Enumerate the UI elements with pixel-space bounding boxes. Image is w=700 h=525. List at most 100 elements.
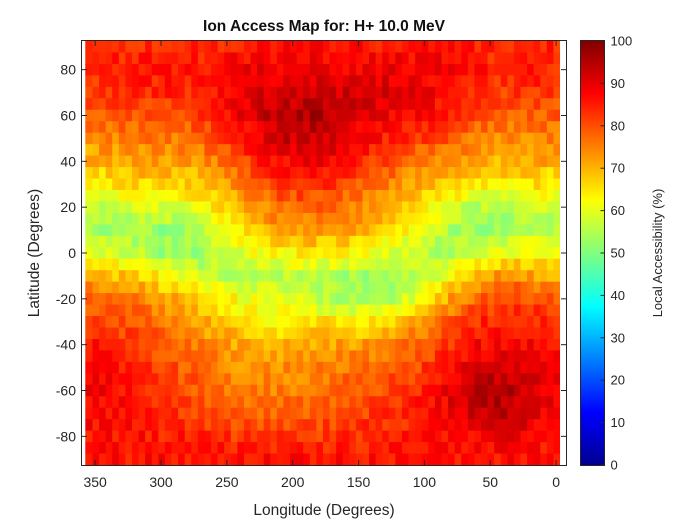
heatmap-cell xyxy=(164,63,172,76)
y-tick-label: -20 xyxy=(56,291,76,307)
heatmap-cell xyxy=(164,430,172,443)
heatmap-cell xyxy=(454,167,462,180)
heatmap-cell xyxy=(486,212,495,225)
heatmap-cell xyxy=(91,189,100,203)
heatmap-cell xyxy=(480,189,488,203)
heatmap-cell xyxy=(85,144,93,157)
heatmap-cell xyxy=(460,316,468,329)
heatmap-cell xyxy=(184,442,192,455)
heatmap-cell xyxy=(355,453,363,466)
heatmap-cell xyxy=(105,258,113,271)
heatmap-cell xyxy=(177,338,185,352)
heatmap-cell xyxy=(124,327,132,340)
heatmap-cell xyxy=(506,132,514,145)
heatmap-cell xyxy=(197,247,205,260)
heatmap-cell xyxy=(289,224,297,237)
heatmap-cell xyxy=(236,224,244,237)
heatmap-cell xyxy=(203,144,212,157)
heatmap-cell xyxy=(124,189,132,203)
heatmap-cell xyxy=(236,453,244,466)
heatmap-cell xyxy=(151,201,159,214)
heatmap-cell xyxy=(98,224,106,237)
heatmap-cell xyxy=(223,41,231,54)
heatmap-cell xyxy=(381,442,389,455)
heatmap-cell xyxy=(480,442,488,455)
heatmap-cell xyxy=(190,109,198,122)
heatmap-cell xyxy=(296,373,304,386)
heatmap-cell xyxy=(184,361,192,374)
heatmap-cell xyxy=(203,270,212,283)
heatmap-cell xyxy=(513,98,521,111)
heatmap-cell xyxy=(269,430,277,443)
heatmap-cell xyxy=(315,75,323,88)
heatmap-cell xyxy=(322,419,330,432)
heatmap-cell xyxy=(184,327,192,340)
heatmap-cell xyxy=(296,281,304,294)
heatmap-cell xyxy=(440,86,449,99)
heatmap-cell xyxy=(355,419,363,432)
heatmap-cell xyxy=(177,373,185,386)
heatmap-cell xyxy=(263,316,271,329)
heatmap-cell xyxy=(91,430,100,443)
heatmap-cell xyxy=(144,178,152,191)
heatmap-cell xyxy=(546,270,554,283)
heatmap-cell xyxy=(407,304,416,317)
heatmap-cell xyxy=(322,224,330,237)
heatmap-cell xyxy=(434,453,442,466)
heatmap-cell xyxy=(164,212,172,225)
heatmap-cell xyxy=(269,281,277,294)
heatmap-cell xyxy=(91,350,100,363)
heatmap-cell xyxy=(111,41,119,54)
heatmap-cell xyxy=(98,132,106,145)
heatmap-cell xyxy=(486,144,495,157)
heatmap-cell xyxy=(269,98,277,111)
heatmap-cell xyxy=(177,75,185,88)
heatmap-cell xyxy=(533,316,541,329)
heatmap-cell xyxy=(177,327,185,340)
heatmap-cell xyxy=(256,453,264,466)
heatmap-cell xyxy=(309,407,317,420)
heatmap-cell xyxy=(249,155,258,168)
heatmap-cell xyxy=(203,86,212,99)
heatmap-cell xyxy=(368,281,376,294)
heatmap-cell xyxy=(454,361,462,374)
heatmap-cell xyxy=(539,201,547,214)
heatmap-cell xyxy=(388,109,396,122)
heatmap-cell xyxy=(282,258,291,271)
heatmap-cell xyxy=(243,235,251,248)
heatmap-cell xyxy=(256,109,264,122)
heatmap-cell xyxy=(157,430,165,443)
heatmap-cell xyxy=(506,178,514,191)
heatmap-cell xyxy=(506,350,514,363)
heatmap-cell xyxy=(243,212,251,225)
heatmap-cell xyxy=(348,121,356,134)
heatmap-cell xyxy=(513,442,521,455)
heatmap-cell xyxy=(131,442,139,455)
heatmap-cell xyxy=(434,430,442,443)
heatmap-cell xyxy=(486,167,495,180)
heatmap-cell xyxy=(197,144,205,157)
heatmap-cell xyxy=(105,281,113,294)
heatmap-cell xyxy=(381,109,389,122)
heatmap-cell xyxy=(137,270,146,283)
heatmap-cell xyxy=(118,63,126,76)
heatmap-cell xyxy=(407,121,416,134)
heatmap-cell xyxy=(177,304,185,317)
heatmap-cell xyxy=(427,63,435,76)
heatmap-cell xyxy=(493,304,501,317)
heatmap-cell xyxy=(144,396,152,409)
heatmap-cell xyxy=(210,373,218,386)
heatmap-cell xyxy=(493,212,501,225)
heatmap-cell xyxy=(230,419,238,432)
heatmap-cell xyxy=(381,98,389,111)
heatmap-cell xyxy=(500,453,508,466)
heatmap-cell xyxy=(249,167,258,180)
heatmap-cell xyxy=(394,316,402,329)
heatmap-cell xyxy=(335,407,343,420)
heatmap-cell xyxy=(348,98,356,111)
heatmap-cell xyxy=(105,430,113,443)
heatmap-cell xyxy=(519,167,528,180)
heatmap-cell xyxy=(407,178,416,191)
heatmap-cell xyxy=(526,304,534,317)
heatmap-cell xyxy=(223,293,231,306)
